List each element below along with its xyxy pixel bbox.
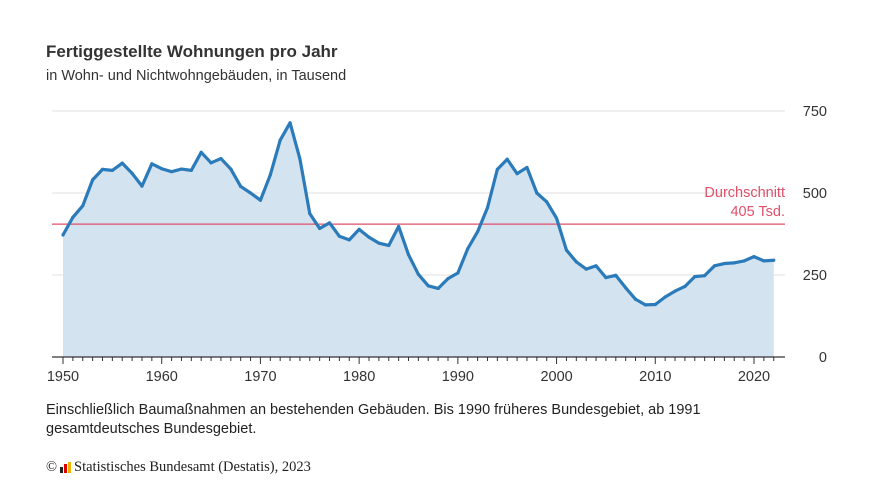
data-point: [426, 284, 430, 288]
data-point: [732, 261, 736, 265]
data-point: [229, 167, 233, 171]
data-point: [327, 221, 332, 225]
data-point: [189, 168, 193, 172]
data-point: [81, 204, 85, 208]
data-point: [624, 286, 628, 290]
y-tick-label: 500: [803, 186, 827, 202]
x-tick-label: 1980: [343, 369, 375, 385]
average-value-label: 405 Tsd.: [730, 204, 785, 220]
data-point: [633, 297, 638, 301]
data-point: [318, 226, 322, 231]
data-point: [564, 248, 569, 252]
data-point: [663, 295, 667, 299]
source-text: Statistisches Bundesamt (Destatis), 2023: [74, 459, 311, 475]
chart-note: Einschließlich Baumaßnahmen an bestehend…: [46, 402, 701, 437]
chart-subtitle: in Wohn- und Nichtwohngebäuden, in Tause…: [46, 68, 347, 84]
destatis-logo-icon: [60, 462, 72, 473]
data-point: [545, 200, 549, 204]
data-point: [742, 259, 746, 263]
data-point: [308, 212, 312, 216]
data-point: [505, 157, 509, 161]
data-point: [495, 167, 499, 171]
data-point: [772, 258, 776, 262]
data-point: [337, 234, 341, 238]
y-tick-label: 250: [803, 268, 827, 284]
data-point: [367, 235, 371, 239]
data-point: [653, 302, 657, 307]
data-point: [416, 272, 420, 276]
data-point: [535, 191, 539, 195]
data-point: [614, 273, 618, 277]
x-tick-label: 1990: [442, 369, 474, 385]
y-tick-label: 0: [819, 350, 827, 366]
data-point: [387, 243, 391, 248]
data-point: [446, 277, 450, 281]
data-point: [130, 171, 134, 175]
data-point: [525, 165, 529, 170]
data-point: [703, 274, 707, 278]
data-point: [91, 178, 95, 182]
x-tick-label: 2020: [738, 369, 770, 385]
data-point: [683, 284, 687, 289]
data-point: [693, 275, 697, 279]
x-tick-label: 2000: [540, 369, 572, 385]
chart-title: Fertiggestellte Wohnungen pro Jahr: [46, 42, 338, 61]
data-point: [466, 247, 470, 251]
data-point: [278, 138, 282, 142]
data-point: [61, 233, 65, 237]
data-point: [722, 261, 726, 266]
data-point: [604, 276, 608, 280]
data-point: [219, 156, 223, 161]
data-point: [476, 230, 480, 234]
data-point: [160, 167, 164, 171]
x-tick-label: 1950: [47, 369, 79, 385]
data-point: [762, 259, 766, 263]
average-label: Durchschnitt: [704, 185, 785, 201]
data-point: [140, 184, 144, 188]
x-tick-label: 1970: [244, 369, 276, 385]
data-point: [436, 286, 440, 291]
data-point: [150, 162, 154, 166]
data-point: [397, 224, 401, 229]
data-point: [209, 161, 213, 165]
data-point: [485, 206, 490, 210]
data-point: [71, 215, 75, 219]
data-point: [288, 121, 292, 125]
copyright-symbol: ©: [46, 459, 58, 475]
chart-source: © Statistisches Bundesamt (Destatis), 20…: [46, 459, 311, 476]
data-point: [712, 264, 717, 268]
data-point: [594, 264, 598, 268]
data-point: [347, 238, 351, 242]
data-point: [100, 167, 105, 171]
data-point: [456, 271, 460, 275]
data-point: [239, 184, 243, 189]
data-point: [120, 161, 124, 165]
data-point: [406, 253, 411, 257]
data-point: [643, 303, 648, 307]
data-point: [554, 216, 559, 220]
area-fill: [63, 122, 774, 357]
data-point: [357, 227, 361, 232]
data-point: [515, 172, 519, 176]
data-point: [584, 267, 588, 271]
data-point: [169, 170, 174, 174]
data-point: [268, 173, 272, 177]
data-point: [752, 255, 756, 259]
data-point: [574, 260, 578, 264]
data-point: [179, 167, 184, 171]
data-point: [110, 168, 114, 172]
data-point: [673, 289, 677, 293]
data-point: [377, 241, 381, 245]
x-tick-label: 2010: [639, 369, 671, 385]
x-tick-label: 1960: [146, 369, 178, 385]
y-tick-label: 750: [803, 104, 827, 120]
data-point: [248, 191, 253, 195]
data-point: [298, 157, 302, 161]
data-point: [199, 150, 203, 154]
data-point: [258, 198, 263, 202]
